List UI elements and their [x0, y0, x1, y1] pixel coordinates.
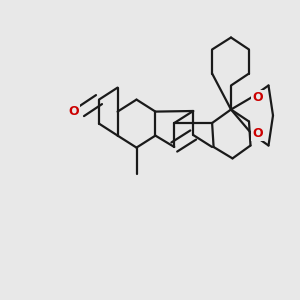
Text: O: O — [253, 127, 263, 140]
Text: O: O — [68, 105, 79, 118]
Text: O: O — [253, 91, 263, 104]
